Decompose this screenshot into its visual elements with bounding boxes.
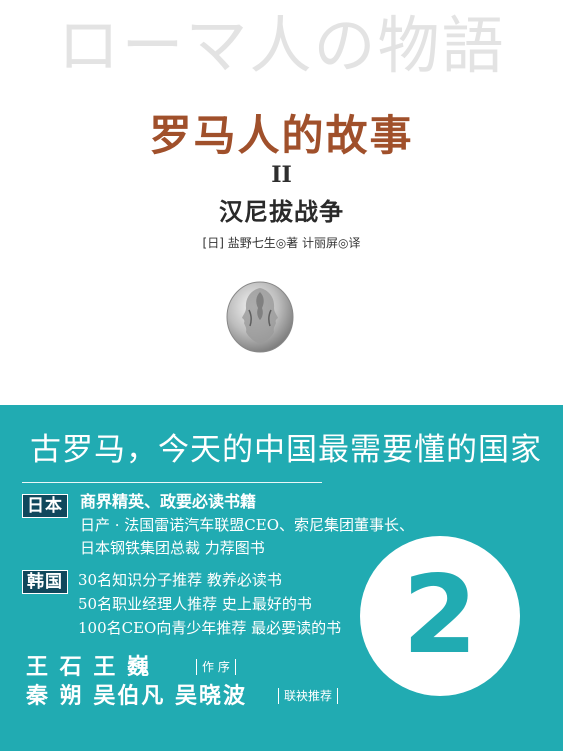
japan-line-3: 日本钢铁集团总裁 力荐图书 (80, 539, 265, 557)
headline-divider (22, 482, 322, 483)
japan-line-2: 日产 · 法国雷诺汽车联盟CEO、索尼集团董事长、 (80, 516, 415, 534)
preface-note: 作 序 (196, 659, 236, 675)
recommend-note: 联袂推荐 (278, 688, 339, 704)
japan-tag: 日本 (22, 494, 68, 518)
preface-names: 王 石 王 巍 (26, 654, 151, 680)
korea-line-3: 100名CEO向青少年推荐 最必要读的书 (78, 619, 342, 637)
japanese-title: ローマ人の物語 (57, 9, 506, 82)
volume-label: II (271, 162, 292, 188)
chinese-title: 罗马人的故事 (149, 111, 414, 160)
recommend-names: 秦 朔 吴伯凡 吴晓波 (26, 683, 247, 709)
janus-coin-icon (226, 281, 294, 353)
volume-number: 2 (402, 553, 478, 678)
korea-tag: 韩国 (22, 570, 68, 594)
volume-number-badge: 2 (360, 536, 520, 696)
korea-line-2: 50名职业经理人推荐 史上最好的书 (78, 595, 312, 613)
subtitle: 汉尼拔战争 (219, 197, 344, 226)
promo-headline: 古罗马，今天的中国最需要懂的国家 (30, 432, 542, 468)
author-translator-line: [日] 盐野七生◎著 计丽屏◎译 (202, 236, 361, 250)
japan-line-1: 商界精英、政要必读书籍 (80, 492, 257, 511)
cover-top: ローマ人の物語 罗马人的故事 II 汉尼拔战争 [日] 盐野七生◎著 计丽屏◎译 (57, 9, 506, 353)
korea-line-1: 30名知识分子推荐 教养必读书 (78, 571, 282, 589)
